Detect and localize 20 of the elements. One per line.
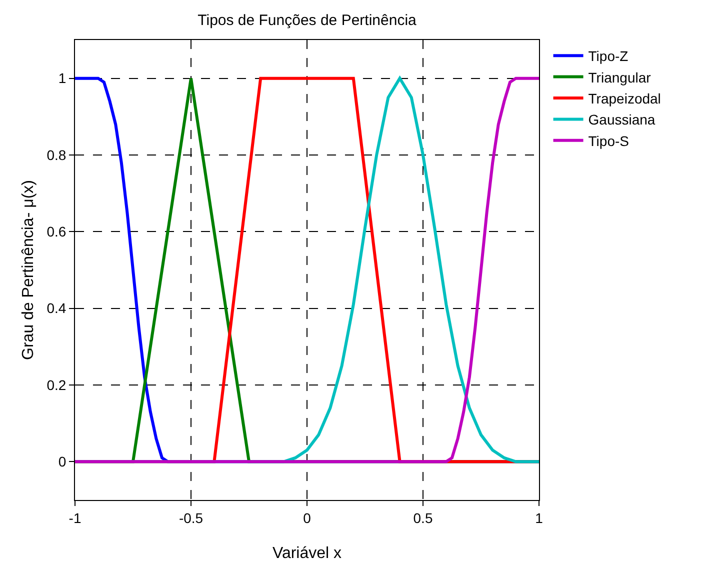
x-tick-label: -0.5 xyxy=(178,510,204,526)
y-tick-label: 0 xyxy=(58,454,66,470)
x-axis-title: Variável x xyxy=(272,545,342,562)
legend-label: Trapeizodal xyxy=(588,90,661,106)
y-tick-label: 0.6 xyxy=(46,224,66,240)
x-tick-label: 0 xyxy=(303,510,312,526)
legend-label: Tipo-Z xyxy=(588,48,629,64)
y-tick-label: 0.8 xyxy=(46,146,66,163)
y-tick-label: 1 xyxy=(58,70,66,86)
y-tick-label: 0.4 xyxy=(46,300,66,316)
x-tick-label: 0.5 xyxy=(413,510,433,526)
y-tick-label: 0.2 xyxy=(46,376,66,393)
legend-label: Gaussiana xyxy=(588,112,656,128)
legend-label: Triangular xyxy=(588,69,652,86)
chart-title: Tipos de Funções de Pertinência xyxy=(198,12,418,29)
x-tick-label: 1 xyxy=(535,510,544,526)
y-axis-title: Grau de Pertinência- μ(x) xyxy=(20,180,37,360)
line-series xyxy=(75,76,539,464)
x-tick-label: -1 xyxy=(68,510,82,526)
legend-label: Tipo-S xyxy=(588,132,629,149)
